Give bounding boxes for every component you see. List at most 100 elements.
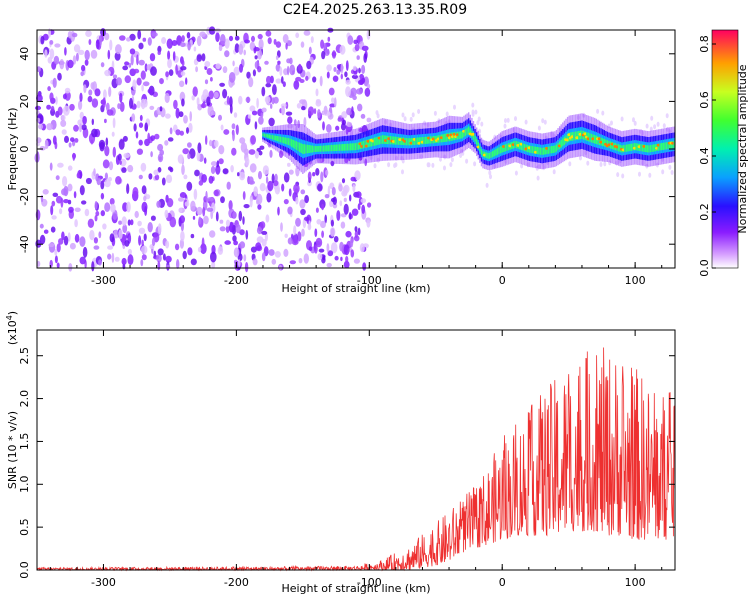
band-halo-speckle [610, 120, 613, 126]
noise-speckle [258, 150, 263, 156]
noise-speckle [67, 165, 73, 171]
noise-speckle [357, 35, 361, 45]
snr-xtick-label: 100 [625, 576, 646, 589]
noise-speckle [351, 208, 359, 216]
spectrogram-ytick-label: 20 [18, 94, 31, 108]
band-halo-speckle [621, 173, 625, 179]
noise-speckle [209, 230, 216, 238]
noise-speckle [366, 219, 371, 228]
noise-speckle [150, 135, 156, 142]
noise-speckle [44, 49, 48, 58]
noise-speckle [257, 33, 263, 40]
noise-speckle [187, 142, 192, 148]
noise-speckle [344, 71, 348, 78]
noise-speckle [179, 215, 185, 224]
noise-speckle [306, 60, 312, 70]
noise-speckle [109, 198, 115, 205]
noise-speckle [349, 194, 352, 202]
noise-speckle [320, 171, 324, 183]
noise-speckle [283, 248, 289, 257]
noise-speckle [249, 163, 257, 173]
noise-speckle [232, 60, 235, 67]
noise-speckle [283, 199, 289, 205]
noise-speckle [308, 220, 312, 230]
noise-speckle [287, 162, 291, 167]
band-halo-speckle [568, 161, 572, 167]
spectrogram-xtick-label: 0 [499, 274, 506, 287]
noise-speckle [219, 226, 226, 232]
noise-speckle [251, 110, 258, 116]
noise-speckle [248, 149, 256, 155]
noise-speckle [205, 135, 208, 146]
noise-speckle [50, 205, 54, 216]
noise-speckle [206, 207, 214, 212]
noise-speckle [220, 34, 226, 45]
noise-speckle [74, 207, 81, 213]
noise-speckle [141, 102, 144, 108]
noise-speckle [69, 103, 75, 111]
noise-speckle [138, 59, 145, 66]
noise-speckle [104, 172, 108, 180]
noise-speckle [76, 172, 81, 179]
noise-speckle [300, 41, 305, 48]
noise-speckle [85, 30, 92, 37]
noise-speckle [129, 33, 136, 41]
noise-speckle [361, 64, 366, 74]
spectrogram-ylabel: Frequency (Hz) [6, 108, 19, 191]
noise-speckle [343, 244, 350, 256]
noise-speckle [138, 122, 144, 128]
noise-speckle [118, 229, 123, 240]
noise-speckle [190, 258, 197, 266]
band-halo-speckle [449, 162, 453, 168]
noise-speckle [105, 102, 110, 112]
noise-speckle [150, 215, 156, 221]
band-halo-speckle [471, 102, 475, 108]
band-halo-speckle [409, 116, 413, 122]
noise-speckle [61, 114, 66, 121]
noise-speckle [171, 40, 178, 46]
noise-speckle [210, 166, 216, 174]
noise-speckle [331, 50, 337, 59]
noise-speckle [63, 199, 69, 204]
noise-speckle [331, 97, 335, 103]
noise-speckle [325, 169, 329, 176]
noise-speckle [51, 200, 56, 207]
noise-speckle [201, 53, 206, 62]
noise-speckle [178, 111, 184, 118]
noise-speckle [99, 36, 102, 47]
noise-speckle [213, 91, 219, 99]
noise-speckle [254, 121, 258, 130]
noise-speckle [271, 173, 275, 184]
noise-speckle [303, 30, 311, 36]
snr-axes: -300 -200 -100 0 100 0.0 0.5 1.0 1.5 2.0 2.5 [18, 330, 675, 589]
noise-speckle [247, 114, 252, 119]
noise-speckle [108, 161, 114, 171]
noise-speckle [341, 178, 346, 184]
noise-speckle [352, 95, 357, 101]
noise-speckle [196, 35, 202, 47]
noise-speckle [350, 87, 357, 97]
noise-speckle [237, 259, 241, 268]
noise-speckle [201, 174, 208, 183]
noise-speckle [54, 43, 61, 48]
noise-speckle [293, 225, 297, 236]
noise-speckle [346, 121, 353, 128]
noise-speckle [166, 38, 173, 49]
band-halo-speckle [541, 118, 545, 124]
noise-speckle [137, 220, 142, 227]
noise-speckle [256, 199, 260, 205]
noise-speckle [135, 131, 139, 139]
noise-speckle [113, 229, 120, 239]
noise-speckle [274, 173, 278, 183]
noise-speckle [68, 263, 73, 272]
noise-speckle [361, 204, 366, 214]
noise-speckle [38, 123, 44, 130]
noise-speckle [321, 230, 324, 238]
noise-speckle [182, 250, 187, 260]
noise-speckle [106, 109, 114, 116]
noise-speckle [265, 83, 272, 88]
snr-xlabel: Height of straight line (km) [281, 582, 430, 595]
noise-speckle [74, 233, 80, 243]
band-halo-speckle [465, 158, 469, 164]
noise-speckle [40, 35, 45, 45]
